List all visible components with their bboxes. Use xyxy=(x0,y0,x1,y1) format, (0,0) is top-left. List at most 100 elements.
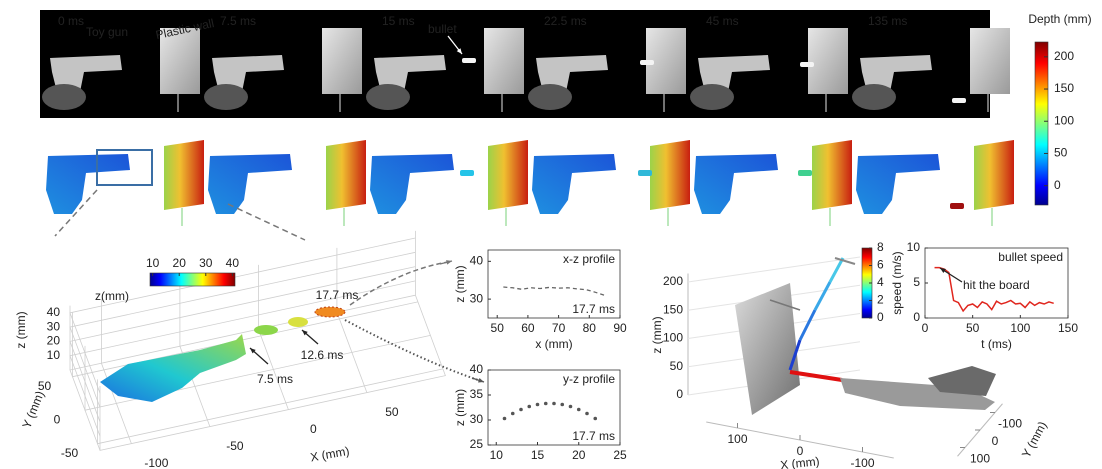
wall-photo xyxy=(970,28,1010,94)
bullet-photo xyxy=(640,60,654,65)
data-point xyxy=(593,417,597,421)
axis-label: Y (mm) xyxy=(1019,419,1050,460)
y-tick-label: 30 xyxy=(470,291,484,305)
bullet-trajectory xyxy=(800,310,815,340)
page: {"strip": {"frames": ["0 ms", "7.5 ms", … xyxy=(0,0,1102,469)
colorbar-tick-label: 150 xyxy=(1054,81,1074,95)
z-tick-label: 30 xyxy=(47,319,61,333)
axis-label: z (mm) xyxy=(14,311,28,348)
frame-label: 15 ms xyxy=(382,14,415,28)
bullet-depth xyxy=(460,170,474,176)
hand-photo xyxy=(366,84,410,110)
colorbar-tick-label: 6 xyxy=(877,258,884,272)
bullet-trajectory xyxy=(830,258,843,282)
wall-depth xyxy=(812,140,852,210)
bullet-depth xyxy=(950,203,964,209)
annotation: 7.5 ms xyxy=(257,372,293,386)
grid-line xyxy=(73,302,418,377)
data-point xyxy=(560,403,564,407)
board xyxy=(735,283,800,415)
wall-photo xyxy=(484,28,524,94)
x-tick-label: 25 xyxy=(613,448,627,462)
x-tick-label: 50 xyxy=(385,405,399,419)
colorbar-tick-label: 200 xyxy=(1054,49,1074,63)
hand-photo xyxy=(690,84,734,110)
y-tick-label: 0 xyxy=(54,412,61,426)
x-tick-label: 70 xyxy=(552,321,566,335)
x-tick-label: 100 xyxy=(727,432,747,446)
annotation: 17.7 ms xyxy=(316,288,359,302)
depth-frame xyxy=(856,140,1014,226)
x-tick-label: -50 xyxy=(226,439,244,453)
colorbar-tick-label: 0 xyxy=(1054,178,1061,192)
bullet-depth xyxy=(798,170,812,176)
axis-label: z (mm) xyxy=(453,389,467,426)
axis-label: X (mm) xyxy=(780,454,821,469)
arrow-head xyxy=(478,378,484,382)
y-tick-label: 10 xyxy=(907,240,921,254)
depth-frame xyxy=(370,140,528,226)
wall-depth xyxy=(974,140,1014,210)
x-tick-label: 100 xyxy=(1010,321,1030,335)
z-tick-label: 50 xyxy=(670,359,684,373)
y-tick-label: 0 xyxy=(913,310,920,324)
x-tick-label: 150 xyxy=(1058,321,1078,335)
z-tick-label: 100 xyxy=(663,331,683,345)
grid-line xyxy=(337,248,367,393)
gun-depth xyxy=(694,154,778,214)
wall-depth xyxy=(650,140,690,210)
x-tick-label: 0 xyxy=(310,422,317,436)
data-point xyxy=(536,403,540,407)
x-tick-label: 15 xyxy=(531,448,545,462)
wall-photo xyxy=(808,28,848,94)
data-point xyxy=(527,405,531,409)
annotation: 12.6 ms xyxy=(301,348,344,362)
data-point xyxy=(577,408,581,412)
frame-label: 135 ms xyxy=(868,14,907,28)
x-tick-label: 60 xyxy=(521,321,535,335)
x-tick-label: 20 xyxy=(572,448,586,462)
figure: 0 ms7.5 ms15 ms22.5 ms45 ms135 msToy gun… xyxy=(0,0,1102,469)
data-point xyxy=(569,405,573,409)
data-point xyxy=(544,402,548,406)
colorbar-tick-label: 4 xyxy=(877,275,884,289)
z-tick-label: 0 xyxy=(676,387,683,401)
colorbar-tick-label: 0 xyxy=(877,310,884,324)
colorbar-tick-label: 100 xyxy=(1054,113,1074,127)
hand-photo xyxy=(852,84,896,110)
axis-label: z (mm) xyxy=(453,265,467,302)
x-tick-label: 50 xyxy=(491,321,505,335)
annotation: Toy gun xyxy=(86,25,128,39)
data-point xyxy=(585,412,589,416)
z-tick-label: 20 xyxy=(47,334,61,348)
chart-title: y-z profile xyxy=(563,372,615,386)
y-tick-label: -100 xyxy=(998,417,1022,431)
bullet-photo xyxy=(952,98,966,103)
x-tick-label: 0 xyxy=(922,321,929,335)
depth-frame xyxy=(208,140,366,226)
data-point xyxy=(519,408,523,412)
hand-photo xyxy=(528,84,572,110)
frame-label: 0 ms xyxy=(58,14,84,28)
x-tick-label: 10 xyxy=(490,448,504,462)
frame-label: 22.5 ms xyxy=(544,14,587,28)
x-tick-label: 50 xyxy=(966,321,980,335)
axis-label: t (ms) xyxy=(981,337,1012,351)
colorbar-tick-label: 30 xyxy=(199,256,213,270)
gun-depth xyxy=(532,154,616,214)
x-tick-label: 90 xyxy=(613,321,627,335)
grid-line xyxy=(258,265,288,410)
annotation: bullet xyxy=(428,22,457,36)
annotation: hit the board xyxy=(963,278,1030,292)
bullet-surface xyxy=(315,307,345,317)
frame-label: 7.5 ms xyxy=(220,14,256,28)
bullet-surface xyxy=(254,325,278,335)
y-tick-label: 35 xyxy=(470,387,484,401)
y-tick-label: -50 xyxy=(61,446,79,460)
axis-label: z (mm) xyxy=(650,316,664,353)
colorbar-tick-label: 40 xyxy=(226,256,240,270)
y-tick-label: 40 xyxy=(470,254,484,268)
depth-frame xyxy=(46,140,204,226)
colorbar-tick-label: 20 xyxy=(173,256,187,270)
y-tick-label: 30 xyxy=(470,412,484,426)
